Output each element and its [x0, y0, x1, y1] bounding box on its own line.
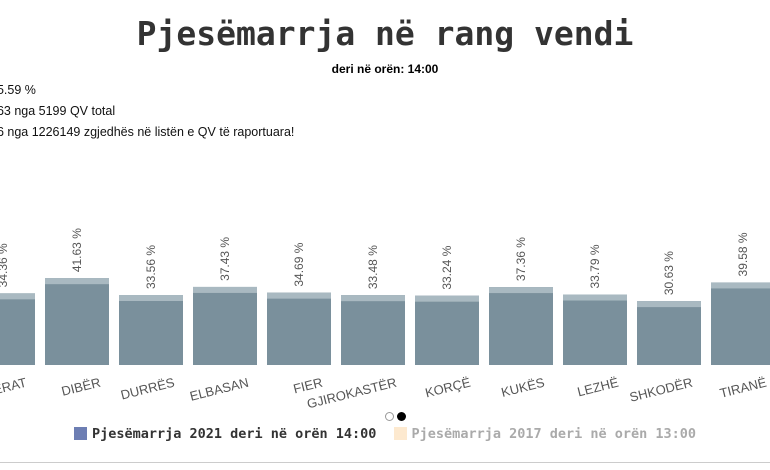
tick-label-dibër: DIBËR [60, 375, 102, 399]
legend-item-2021[interactable]: Pjesëmarrja 2021 deri në orën 14:00 [73, 425, 377, 442]
page-subtitle: deri në orën: 14:00 [331, 62, 439, 76]
value-label-gjirokastër: 33.48 % [366, 245, 380, 289]
bar-dibër[interactable] [45, 278, 109, 365]
tick-label-tiranë: TIRANË [718, 375, 768, 401]
bottom-divider [0, 462, 770, 463]
tick-label-berat: BERAT [0, 375, 28, 400]
tick-label-lezhë: LEZHË [576, 375, 621, 400]
tick-label-shkodër: SHKODËR [628, 375, 694, 405]
value-label-tiranë: 39.58 % [736, 232, 750, 276]
legend-label-2017: Pjesëmarrja 2017 deri në orën 13:00 [411, 425, 697, 442]
bar-korçë[interactable] [415, 295, 479, 365]
bar-top-tiranë [711, 282, 770, 289]
bar-top-dibër [45, 278, 109, 285]
bar-top-gjirokastër [341, 295, 405, 302]
value-label-korçë: 33.24 % [440, 245, 454, 289]
legend-label-2021: Pjesëmarrja 2021 deri në orën 14:00 [91, 425, 377, 442]
value-label-berat: 34.36 % [0, 243, 10, 287]
value-label-shkodër: 30.63 % [662, 251, 676, 295]
value-label-elbasan: 37.43 % [218, 237, 232, 281]
bar-elbasan[interactable] [193, 286, 257, 365]
tick-label-elbasan: ELBASAN [188, 375, 250, 404]
bar-top-durrës [119, 295, 183, 302]
bar-shkodër[interactable] [637, 301, 701, 365]
bar-top-fier [267, 292, 331, 299]
value-label-lezhë: 33.79 % [588, 244, 602, 288]
pager-dot-2[interactable] [397, 412, 406, 421]
bar-top-kukës [489, 287, 553, 294]
bar-top-lezhë [563, 294, 627, 301]
bar-top-elbasan [193, 286, 257, 293]
stats-panel: 35.59 % 763 nga 5199 QV total 46 nga 122… [0, 80, 294, 143]
tick-label-durrës: DURRËS [119, 375, 176, 403]
stats-voters: 46 nga 1226149 zgjedhës në listën e QV t… [0, 125, 295, 139]
value-label-durrës: 33.56 % [144, 245, 158, 289]
legend-item-2017[interactable]: Pjesëmarrja 2017 deri në orën 13:00 [393, 425, 697, 442]
bar-top-shkodër [637, 301, 701, 308]
bar-fier[interactable] [267, 292, 331, 365]
legend-pager [385, 412, 406, 421]
tick-label-fier: FIER [292, 375, 324, 397]
chart-legend: Pjesëmarrja 2021 deri në orën 14:00 Pjes… [0, 425, 770, 444]
bar-berat[interactable] [0, 293, 35, 365]
page-title: Pjesëmarrja në rang vendi [136, 14, 634, 53]
legend-swatch-2021 [73, 427, 87, 440]
value-label-fier: 34.69 % [292, 242, 306, 286]
bar-tiranë[interactable] [711, 282, 770, 365]
bar-top-berat [0, 293, 35, 300]
legend-swatch-2017 [393, 427, 407, 440]
stats-turnout: 35.59 % [0, 83, 36, 97]
stats-polling-stations: 763 nga 5199 QV total [0, 104, 116, 118]
pager-dot-1[interactable] [385, 412, 394, 421]
bar-top-korçë [415, 295, 479, 302]
bar-lezhë[interactable] [563, 294, 627, 365]
tick-label-korçë: KORÇË [424, 375, 473, 401]
bar-gjirokastër[interactable] [341, 295, 405, 365]
bar-durrës[interactable] [119, 295, 183, 365]
bar-kukës[interactable] [489, 287, 553, 365]
tick-label-kukës: KUKËS [500, 375, 547, 400]
value-label-dibër: 41.63 % [70, 228, 84, 272]
value-label-kukës: 37.36 % [514, 237, 528, 281]
